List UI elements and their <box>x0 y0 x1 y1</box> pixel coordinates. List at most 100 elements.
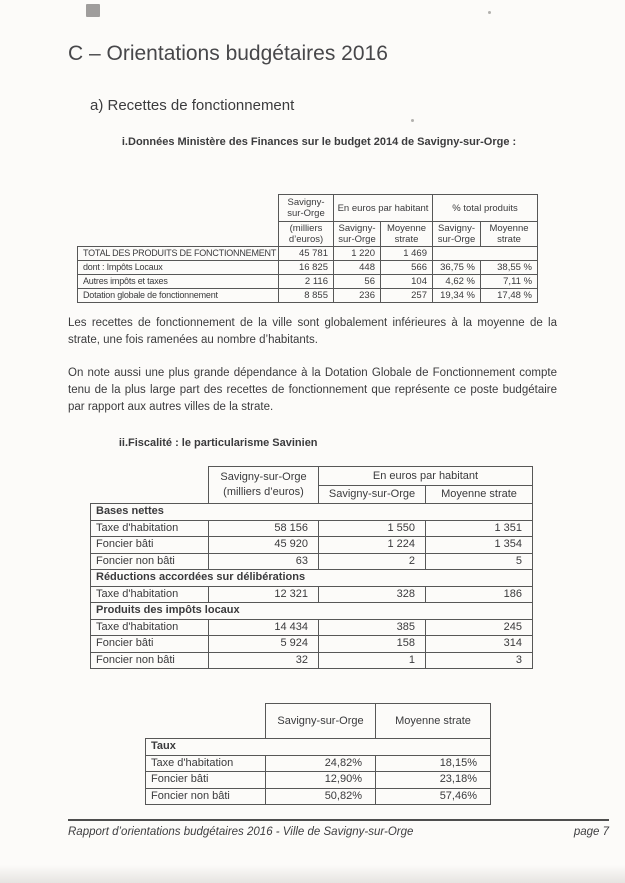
row-label: Foncier non bâti <box>90 552 209 570</box>
footer-divider <box>68 819 609 821</box>
table-row: Foncier bâti 12,90% 23,18% <box>145 771 491 789</box>
value-cell: 23,18% <box>375 771 491 789</box>
value-cell: 245 <box>425 618 533 636</box>
value-cell: 2 <box>318 552 426 570</box>
table-row: Foncier bâti 45 920 1 224 1 354 <box>90 536 533 554</box>
footer: Rapport d’orientations budgétaires 2016 … <box>68 826 609 838</box>
value-cell: 1 469 <box>380 246 433 261</box>
value-cell: 45 781 <box>278 246 334 261</box>
scan-speck <box>488 11 491 14</box>
list-item-ii-label: Fiscalité : le particularisme Savinien <box>128 437 318 449</box>
value-cell: 314 <box>425 635 533 653</box>
column-header: Moyenne strate <box>380 221 433 247</box>
section-header: Taux <box>145 738 491 756</box>
table-header-row: Savigny-sur-Orge Moyenne strate <box>146 703 491 739</box>
column-header: Moyenne strate <box>425 485 533 504</box>
row-label: TOTAL DES PRODUITS DE FONCTIONNEMENT <box>77 246 279 261</box>
row-label: dont : Impôts Locaux <box>77 260 279 275</box>
table-row: Taxe d'habitation 24,82% 18,15% <box>145 754 491 772</box>
value-cell: 4,62 % <box>432 274 481 289</box>
value-cell: 385 <box>318 618 426 636</box>
list-item-i: i.Données Ministère des Finances sur le … <box>105 136 516 148</box>
value-cell: 16 825 <box>278 260 334 275</box>
value-cell: 19,34 % <box>432 288 481 303</box>
list-item-ii-number: ii. <box>118 437 128 449</box>
paragraph: On note aussi une plus grande dépendance… <box>68 367 557 413</box>
value-cell: 448 <box>333 260 381 275</box>
column-header: Savigny-sur-Orge <box>278 194 334 222</box>
paragraph: Les recettes de fonctionnement de la vil… <box>68 317 557 346</box>
scan-bottom-edge <box>0 865 625 883</box>
section-row: Produits des impôts locaux <box>90 602 533 620</box>
value-cell: 12,90% <box>265 771 376 789</box>
row-label: Taxe d'habitation <box>90 618 209 636</box>
row-label: Foncier bâti <box>90 536 209 554</box>
table-row: Foncier bâti 5 924 158 314 <box>90 635 533 653</box>
value-cell: 32 <box>208 651 319 669</box>
column-group-header: % total produits <box>431 194 539 222</box>
table-row: Foncier non bâti 50,82% 57,46% <box>145 787 491 805</box>
value-cell: 50,82% <box>265 787 376 805</box>
list-item-ii: ii.Fiscalité : le particularisme Savinie… <box>105 437 318 449</box>
empty-value-cell <box>431 246 539 261</box>
value-cell: 7,11 % <box>479 274 539 289</box>
value-cell: 1 351 <box>425 519 533 537</box>
value-cell: 328 <box>318 585 426 603</box>
value-cell: 14 434 <box>208 618 319 636</box>
value-cell: 1 224 <box>318 536 426 554</box>
row-label: Autres impôts et taxes <box>77 274 279 289</box>
footer-report-title: Rapport d’orientations budgétaires 2016 … <box>68 826 414 838</box>
column-header: (milliers d’euros) <box>278 221 334 247</box>
value-cell: 57,46% <box>375 787 491 805</box>
table-row: dont : Impôts Locaux 16 825 448 566 36,7… <box>77 260 539 275</box>
table-row: Taxe d'habitation 58 156 1 550 1 351 <box>90 519 533 537</box>
column-group-header: En euros par habitant <box>318 466 533 486</box>
value-cell: 158 <box>318 635 426 653</box>
section-row: Taux <box>145 738 491 756</box>
row-label: Foncier non bâti <box>90 651 209 669</box>
row-label: Dotation globale de fonctionnement <box>77 288 279 303</box>
fiscal-data-table: Savigny-sur-Orge (milliers d’euros) En e… <box>90 466 533 669</box>
value-cell: 3 <box>425 651 533 669</box>
table-row: Dotation globale de fonctionnement 8 855… <box>77 288 539 303</box>
finance-data-table: Savigny-sur-Orge En euros par habitant %… <box>77 194 539 303</box>
table-header-row: Savigny-sur-Orge Moyenne strate <box>91 485 533 504</box>
table-header-row: Savigny-sur-Orge (milliers d’euros) En e… <box>91 466 533 504</box>
empty-header-cell <box>146 704 266 739</box>
value-cell: 58 156 <box>208 519 319 537</box>
list-item-i-label: Données Ministère des Finances sur le bu… <box>128 136 517 148</box>
column-header: Savigny-sur-Orge <box>265 703 376 739</box>
value-cell: 38,55 % <box>479 260 539 275</box>
value-cell: 104 <box>380 274 433 289</box>
row-label: Taxe d'habitation <box>90 585 209 603</box>
row-label: Foncier bâti <box>145 771 266 789</box>
value-cell: 566 <box>380 260 433 275</box>
table-row: TOTAL DES PRODUITS DE FONCTIONNEMENT 45 … <box>77 246 539 261</box>
column-header: Moyenne strate <box>375 703 491 739</box>
row-label: Taxe d'habitation <box>90 519 209 537</box>
page-number: page 7 <box>573 826 609 838</box>
value-cell: 8 855 <box>278 288 334 303</box>
value-cell: 36,75 % <box>432 260 481 275</box>
value-cell: 2 116 <box>278 274 334 289</box>
section-row: Réductions accordées sur délibérations <box>90 569 533 587</box>
table-header-row: (milliers d’euros) Savigny-sur-Orge Moye… <box>78 221 539 247</box>
section-header: Bases nettes <box>90 503 533 521</box>
empty-header-cell <box>78 222 279 247</box>
tax-rates-table: Savigny-sur-Orge Moyenne strate Taux Tax… <box>145 703 491 805</box>
value-cell: 24,82% <box>265 754 376 772</box>
table-row: Taxe d'habitation 12 321 328 186 <box>90 585 533 603</box>
section-row: Bases nettes <box>90 503 533 521</box>
column-header: Savigny-sur-Orge (milliers d’euros) <box>208 466 319 504</box>
value-cell: 1 220 <box>333 246 381 261</box>
value-cell: 18,15% <box>375 754 491 772</box>
table-header-row: Savigny-sur-Orge En euros par habitant %… <box>78 194 539 222</box>
scan-speck <box>411 119 414 122</box>
value-cell: 1 550 <box>318 519 426 537</box>
value-cell: 1 <box>318 651 426 669</box>
column-header: Savigny-sur-Orge <box>432 221 481 247</box>
table-row: Foncier non bâti 32 1 3 <box>90 651 533 669</box>
section-header: Produits des impôts locaux <box>90 602 533 620</box>
value-cell: 12 321 <box>208 585 319 603</box>
